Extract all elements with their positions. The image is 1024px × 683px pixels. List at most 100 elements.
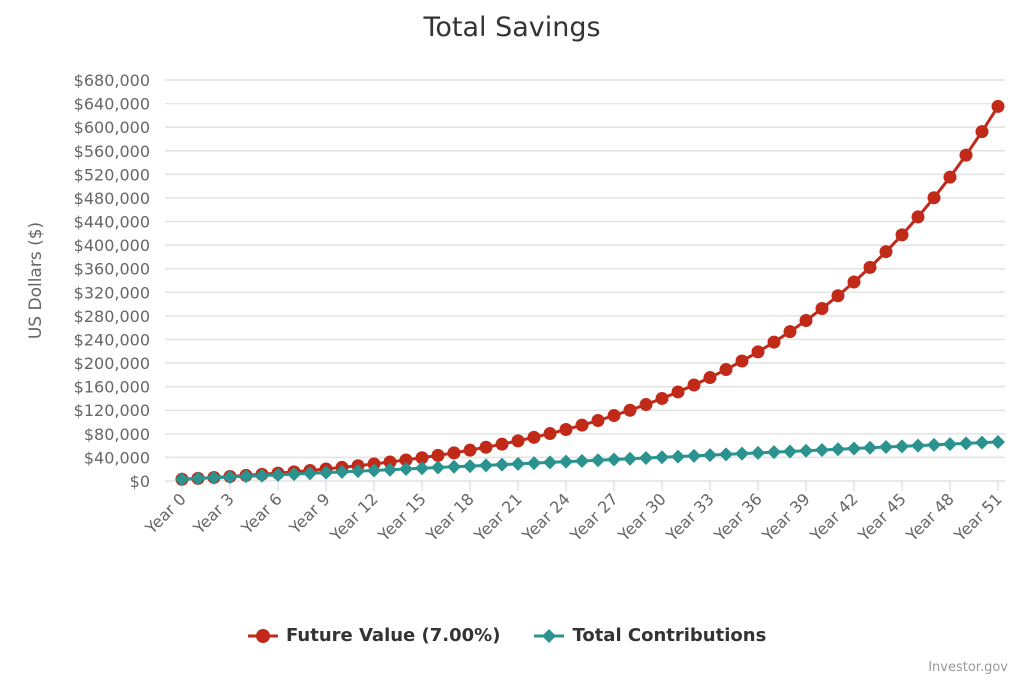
x-tick-label: Year 42 xyxy=(806,489,862,545)
data-point-future-value xyxy=(591,414,605,428)
data-point-future-value xyxy=(975,125,989,139)
data-point-total-contributions xyxy=(383,462,397,477)
data-point-total-contributions xyxy=(575,453,589,468)
data-point-total-contributions xyxy=(975,435,989,450)
y-tick-label: $120,000 xyxy=(74,401,150,420)
y-tick-label: $440,000 xyxy=(74,213,150,232)
data-point-future-value xyxy=(815,302,829,316)
data-point-total-contributions xyxy=(783,444,797,459)
y-tick-label: $360,000 xyxy=(74,260,150,279)
data-point-future-value xyxy=(671,385,685,399)
y-tick-label: $640,000 xyxy=(74,95,150,114)
data-point-future-value xyxy=(927,191,941,205)
data-point-future-value xyxy=(751,345,765,359)
legend-item-total-contributions[interactable]: Total Contributions xyxy=(534,625,766,646)
data-point-total-contributions xyxy=(767,445,781,460)
data-point-total-contributions xyxy=(719,447,733,462)
x-tick-label: Year 3 xyxy=(189,489,238,538)
x-tick-label: Year 0 xyxy=(141,489,190,538)
x-tick-label: Year 6 xyxy=(237,489,286,538)
y-axis-label: US Dollars ($) xyxy=(26,222,46,339)
series-line-total-contributions xyxy=(181,440,999,481)
x-tick-label: Year 15 xyxy=(374,489,430,545)
data-point-total-contributions xyxy=(527,456,541,471)
y-tick-label: $520,000 xyxy=(74,165,150,184)
data-point-total-contributions xyxy=(271,467,285,482)
data-point-total-contributions xyxy=(559,454,573,469)
data-point-total-contributions xyxy=(911,438,925,453)
data-point-future-value xyxy=(959,148,973,162)
x-tick-label: Year 39 xyxy=(758,489,814,545)
credit-link[interactable]: Investor.gov xyxy=(928,660,1008,675)
y-tick-label: $320,000 xyxy=(74,283,150,302)
data-point-future-value xyxy=(415,451,429,465)
data-point-total-contributions xyxy=(815,442,829,457)
data-point-future-value xyxy=(735,354,749,368)
data-point-future-value xyxy=(687,378,701,392)
y-tick-label: $40,000 xyxy=(84,448,150,467)
data-point-future-value xyxy=(575,418,589,432)
data-point-future-value xyxy=(495,437,509,451)
x-tick-label: Year 27 xyxy=(566,489,622,545)
legend-label: Future Value (7.00%) xyxy=(286,625,501,646)
data-point-total-contributions xyxy=(351,464,365,479)
data-point-total-contributions xyxy=(495,457,509,472)
data-point-total-contributions xyxy=(207,470,221,485)
y-tick-label: $560,000 xyxy=(74,142,150,161)
x-tick-label: Year 18 xyxy=(422,489,478,545)
data-point-total-contributions xyxy=(623,451,637,466)
y-tick-label: $480,000 xyxy=(74,189,150,208)
data-point-total-contributions xyxy=(431,460,445,475)
data-point-total-contributions xyxy=(751,445,765,460)
y-tick-label: $240,000 xyxy=(74,330,150,349)
data-point-future-value xyxy=(511,434,525,448)
data-point-total-contributions xyxy=(959,436,973,451)
data-point-total-contributions xyxy=(303,466,317,481)
data-point-future-value xyxy=(607,409,621,423)
x-tick-label: Year 30 xyxy=(614,489,670,545)
diamond-marker-icon xyxy=(534,628,565,643)
data-point-future-value xyxy=(895,228,909,242)
x-tick-label: Year 24 xyxy=(518,489,574,545)
legend: Future Value (7.00%) Total Contributions xyxy=(248,625,766,646)
data-point-total-contributions xyxy=(799,443,813,458)
x-tick-label: Year 21 xyxy=(470,489,526,545)
data-point-total-contributions xyxy=(655,450,669,465)
x-tick-label: Year 33 xyxy=(662,489,718,545)
data-point-future-value xyxy=(831,289,845,303)
data-point-future-value xyxy=(479,440,493,454)
data-point-total-contributions xyxy=(863,440,877,455)
data-point-future-value xyxy=(879,245,893,259)
data-point-total-contributions xyxy=(607,452,621,467)
data-point-future-value xyxy=(991,99,1005,113)
data-point-future-value xyxy=(559,422,573,436)
data-point-total-contributions xyxy=(831,442,845,457)
data-point-future-value xyxy=(623,403,637,417)
data-point-total-contributions xyxy=(591,453,605,468)
data-point-total-contributions xyxy=(687,448,701,463)
data-point-total-contributions xyxy=(511,456,525,471)
y-tick-label: $80,000 xyxy=(84,425,150,444)
data-point-total-contributions xyxy=(335,464,349,479)
data-point-future-value xyxy=(703,371,717,385)
y-tick-label: $400,000 xyxy=(74,236,150,255)
data-point-total-contributions xyxy=(175,472,189,487)
x-tick-label: Year 48 xyxy=(902,489,958,545)
y-tick-label: $200,000 xyxy=(74,354,150,373)
data-point-total-contributions xyxy=(543,455,557,470)
x-tick-label: Year 51 xyxy=(950,489,1006,545)
data-point-future-value xyxy=(447,446,461,460)
data-point-total-contributions xyxy=(847,441,861,456)
chart-title: Total Savings xyxy=(423,12,601,43)
data-point-total-contributions xyxy=(703,448,717,463)
y-tick-label: $680,000 xyxy=(74,71,150,90)
data-point-total-contributions xyxy=(319,465,333,480)
data-point-total-contributions xyxy=(735,446,749,461)
data-point-total-contributions xyxy=(879,440,893,455)
data-point-future-value xyxy=(911,210,925,224)
legend-item-future-value[interactable]: Future Value (7.00%) xyxy=(248,625,500,646)
x-tick-label: Year 36 xyxy=(710,489,766,545)
data-point-future-value xyxy=(847,275,861,289)
y-tick-label: $160,000 xyxy=(74,378,150,397)
data-point-future-value xyxy=(543,427,557,441)
